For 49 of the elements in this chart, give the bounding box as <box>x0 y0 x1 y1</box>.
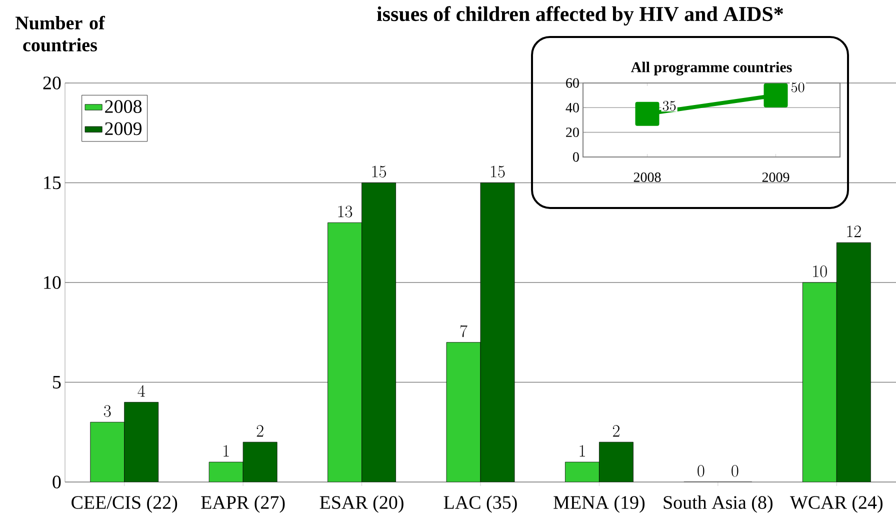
legend-label: 2008 <box>105 100 142 113</box>
y-tick-label: 0 <box>573 152 579 162</box>
bar <box>208 462 244 482</box>
data-label: 0 <box>732 465 738 477</box>
y-tick-label: 0 <box>52 476 61 488</box>
bar <box>362 182 396 482</box>
x-tick-label: LAC (35) <box>444 496 517 513</box>
x-tick-label: EAPR (27) <box>201 496 285 513</box>
y-tick-label: 5 <box>53 376 61 389</box>
bar <box>242 442 278 482</box>
data-label: 15 <box>491 166 505 178</box>
data-label: 50 <box>791 82 804 92</box>
y-tick-label: 15 <box>44 176 61 190</box>
data-label: 0 <box>698 465 704 477</box>
chart-title: All programme countries <box>630 62 792 76</box>
y-tick-label: 10 <box>44 276 61 289</box>
bar <box>599 442 634 482</box>
chart-title: issues of children affected by HIV and AIDS* <box>376 6 784 26</box>
data-label: 3 <box>104 405 111 417</box>
data-label: 12 <box>847 226 861 238</box>
x-tick-label: South Asia (8) <box>664 496 772 513</box>
data-label: 2 <box>612 425 620 437</box>
data-label: 15 <box>372 166 386 178</box>
y-tick-label: 40 <box>566 102 579 112</box>
legend-label: 2009 <box>105 122 142 136</box>
x-tick-label: WCAR (24) <box>790 496 882 513</box>
x-tick-label: MENA (19) <box>554 496 645 513</box>
x-tick-label: CEE/CIS (22) <box>72 496 178 513</box>
bar <box>328 222 362 482</box>
data-label: 10 <box>813 266 827 278</box>
bar <box>802 282 837 482</box>
data-label: 4 <box>138 385 145 397</box>
bar <box>480 182 515 482</box>
data-label: 1 <box>580 445 585 457</box>
bar <box>446 342 481 482</box>
bar <box>565 462 600 482</box>
y-tick-label: 60 <box>566 78 579 88</box>
y-tick-label: 20 <box>566 128 579 138</box>
data-label: 2 <box>256 425 264 437</box>
bar <box>836 242 871 482</box>
data-label: 35 <box>662 100 676 111</box>
y-tick-label: 20 <box>43 76 61 90</box>
data-label: 13 <box>338 206 352 218</box>
bar <box>90 422 125 482</box>
y-axis-title: Number of countries <box>16 16 106 52</box>
x-tick-label: ESAR (20) <box>320 496 404 513</box>
data-label: 7 <box>460 325 468 338</box>
bar <box>124 402 159 482</box>
data-label: 1 <box>224 445 229 457</box>
